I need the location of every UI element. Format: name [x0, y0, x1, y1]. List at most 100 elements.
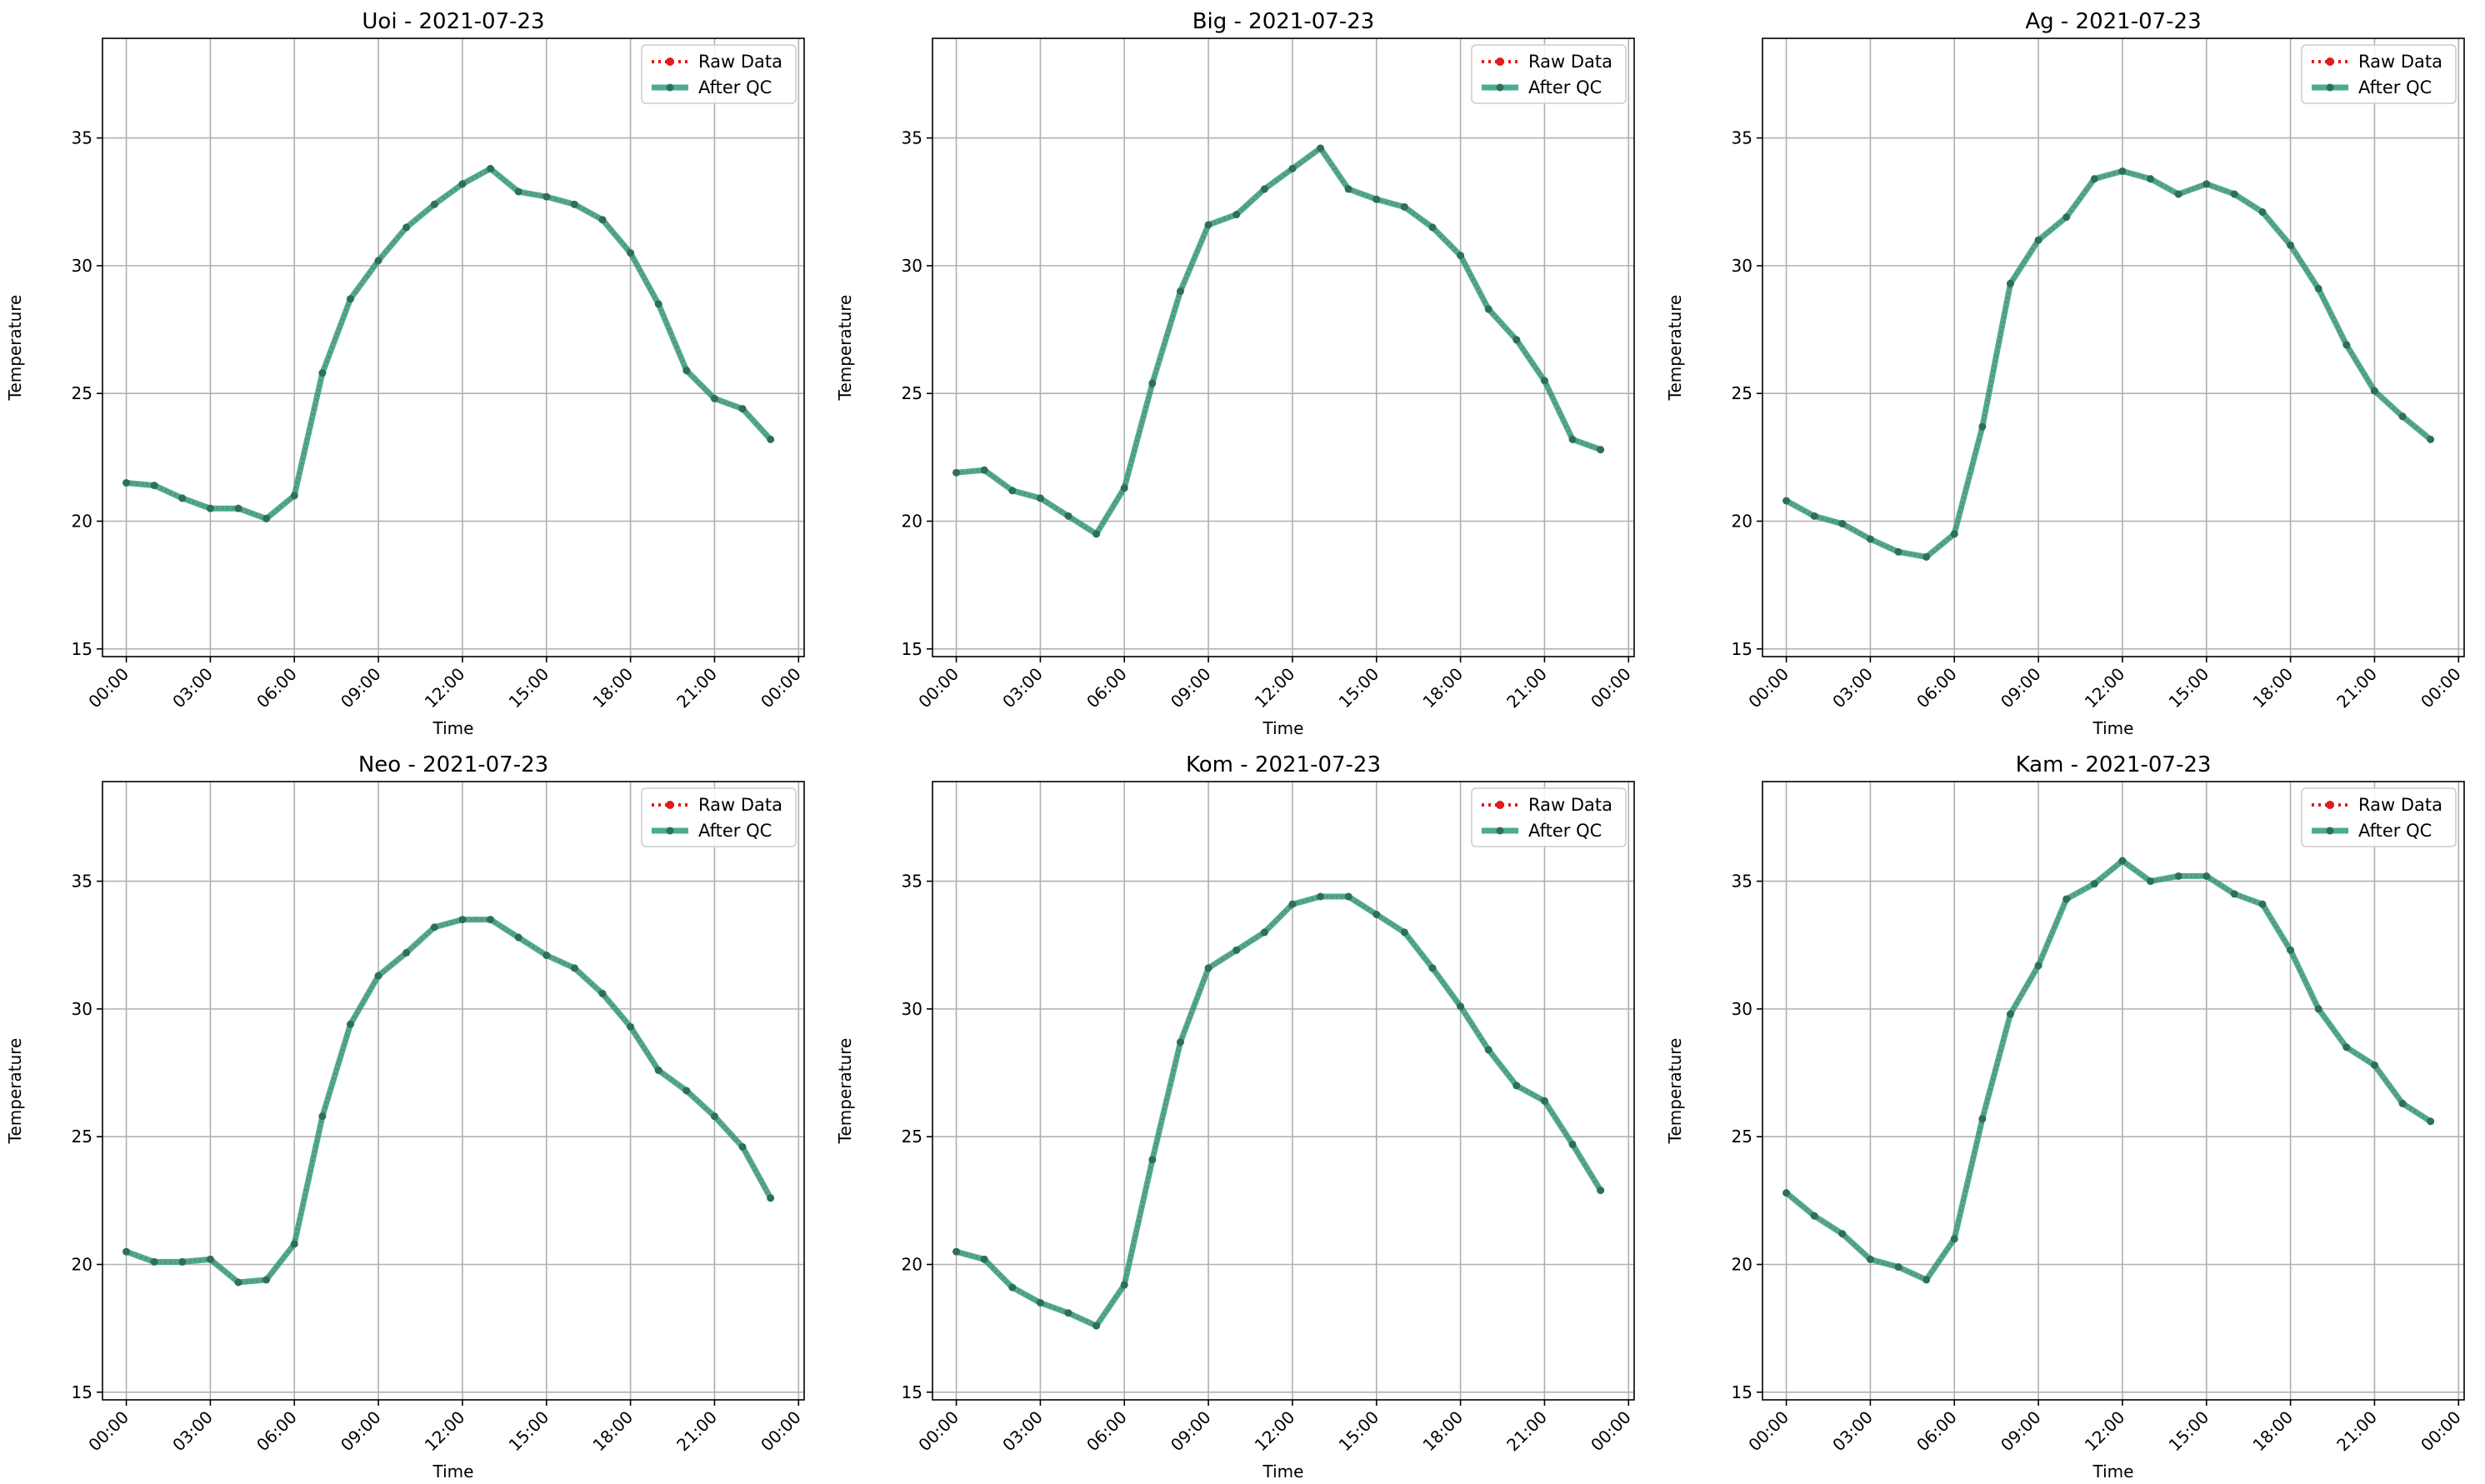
x-tick-label: 03:00: [168, 1407, 217, 1456]
after-qc-point: [2258, 207, 2267, 216]
x-tick-label: 18:00: [588, 664, 637, 712]
x-tick-label: 12:00: [421, 1407, 469, 1456]
legend-marker-after-qc: [2326, 827, 2334, 835]
y-axis-label: Temperature: [1665, 1038, 1685, 1145]
after-qc-point: [1597, 1187, 1605, 1195]
x-tick-label: 03:00: [168, 664, 217, 712]
legend-marker-after-qc: [1496, 83, 1504, 92]
x-tick-label: 18:00: [2248, 1407, 2297, 1456]
subplot-0: 00:00 03:00 06:00 09:00 12:00 15:00 18:00 21:00…: [5, 9, 805, 738]
legend-label-raw: Raw Data: [2358, 795, 2442, 815]
legend-label-after-qc: After QC: [1528, 821, 1602, 841]
after-qc-point: [150, 1257, 158, 1266]
legend-label-raw: Raw Data: [698, 52, 782, 72]
after-qc-point: [2398, 412, 2407, 421]
after-qc-point: [458, 180, 467, 188]
after-qc-point: [2090, 880, 2098, 888]
y-tick-label: 35: [1732, 128, 1752, 148]
x-tick-label: 03:00: [1828, 664, 1877, 712]
y-tick-label: 20: [902, 1254, 922, 1274]
x-tick-label: 00:00: [84, 664, 132, 712]
after-qc-point: [1866, 1255, 1874, 1263]
after-qc-point: [346, 295, 354, 303]
after-qc-point: [2062, 213, 2071, 222]
x-tick-label: 12:00: [2081, 664, 2129, 712]
y-tick-label: 25: [902, 1127, 922, 1147]
after-qc-point: [1204, 964, 1212, 972]
legend-marker-after-qc: [666, 827, 674, 835]
x-tick-label: 15:00: [2165, 1407, 2213, 1456]
after-qc-point: [458, 916, 467, 924]
after-qc-point: [1810, 512, 1818, 520]
after-qc-point: [374, 972, 382, 980]
y-tick-label: 30: [1732, 999, 1752, 1019]
y-tick-label: 35: [72, 872, 92, 892]
x-tick-label: 09:00: [337, 1407, 385, 1456]
series-line-after-qc: [953, 893, 1604, 1329]
after-qc-point: [2342, 1043, 2351, 1052]
after-qc-point: [262, 514, 271, 522]
axes-frame: [1762, 37, 2465, 657]
after-qc-point: [570, 964, 578, 972]
after-qc-point: [514, 933, 522, 942]
after-qc-point: [1148, 379, 1157, 387]
after-qc-point: [2090, 175, 2098, 183]
after-qc-point: [1978, 1115, 1987, 1123]
x-tick-label: 03:00: [998, 1407, 1047, 1456]
after-qc-point: [178, 1257, 187, 1266]
x-tick-label: 00:00: [757, 664, 805, 712]
x-tick-label: 00:00: [2417, 664, 2465, 712]
y-tick-label: 35: [1732, 872, 1752, 892]
after-qc-point: [2230, 190, 2238, 198]
series-line-raw-data: [1785, 169, 2432, 558]
x-tick-label: 18:00: [588, 1407, 637, 1456]
after-qc-point: [627, 249, 635, 257]
after-qc-point: [2427, 435, 2435, 443]
series-line-after-qc: [1783, 857, 2434, 1283]
y-axis-label: Temperature: [835, 295, 855, 402]
legend-marker-after-qc: [666, 83, 674, 92]
after-qc-point: [2174, 190, 2182, 198]
after-qc-point: [374, 257, 382, 265]
y-axis-label: Temperature: [835, 1038, 855, 1145]
x-tick-label: 03:00: [998, 664, 1047, 712]
after-qc-point: [1036, 494, 1044, 502]
x-tick-label: 21:00: [2332, 664, 2381, 712]
x-tick-label: 21:00: [1502, 664, 1551, 712]
x-tick-label: 06:00: [1912, 1407, 1961, 1456]
after-qc-point: [487, 164, 495, 172]
after-qc-point: [1120, 1281, 1128, 1289]
y-axis-label: Temperature: [5, 1038, 25, 1145]
after-qc-point: [2287, 946, 2295, 954]
x-tick-label: 00:00: [914, 664, 962, 712]
x-tick-label: 12:00: [421, 664, 469, 712]
after-qc-point: [402, 223, 411, 232]
x-tick-label: 21:00: [672, 664, 721, 712]
after-qc-point: [1978, 422, 1987, 431]
x-tick-label: 06:00: [1082, 1407, 1131, 1456]
x-axis-label: Time: [2092, 1462, 2134, 1482]
after-qc-point: [2314, 284, 2322, 292]
after-qc-point: [598, 989, 607, 997]
after-qc-point: [1568, 435, 1577, 443]
after-qc-point: [1120, 484, 1128, 492]
after-qc-point: [1344, 892, 1352, 901]
after-qc-point: [1838, 520, 1847, 528]
x-tick-label: 15:00: [2165, 664, 2213, 712]
y-axis-label: Temperature: [1665, 295, 1685, 402]
after-qc-point: [2174, 872, 2182, 880]
y-tick-label: 20: [1732, 1254, 1752, 1274]
after-qc-point: [767, 1194, 775, 1202]
x-tick-label: 09:00: [337, 664, 385, 712]
legend-label-after-qc: After QC: [698, 77, 772, 97]
after-qc-point: [2314, 1005, 2322, 1013]
after-qc-point: [402, 948, 411, 957]
after-qc-point: [318, 1112, 327, 1121]
y-tick-label: 30: [1732, 256, 1752, 276]
after-qc-point: [1176, 1038, 1184, 1047]
after-qc-point: [150, 482, 158, 490]
after-qc-point: [178, 494, 187, 502]
after-qc-point: [710, 1112, 718, 1121]
after-qc-point: [206, 1255, 214, 1263]
legend-label-raw: Raw Data: [698, 795, 782, 815]
